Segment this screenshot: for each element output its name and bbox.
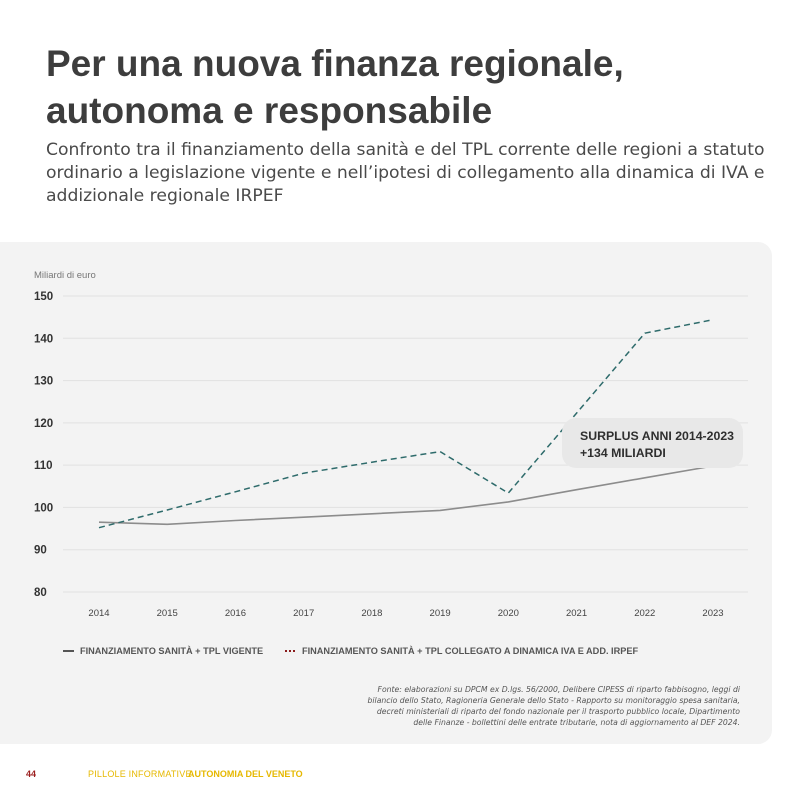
x-tick-label: 2023 [702,608,723,619]
title-line-1: Per una nuova finanza regionale, [46,43,624,84]
source-note: Fonte: elaborazioni su DPCM ex D.lgs. 56… [367,685,740,727]
legend-label-vigente: FINANZIAMENTO SANITÀ + TPL VIGENTE [80,646,264,656]
y-tick-label: 80 [34,587,47,599]
chart-panel [0,242,772,744]
series-line-vigente [98,465,714,526]
series-line-collegato [98,318,714,529]
y-axis-label: Miliardi di euro [34,270,96,281]
page-number: 44 [26,769,37,779]
x-tick-label: 2018 [361,608,382,619]
legend-label-collegato: FINANZIAMENTO SANITÀ + TPL COLLEGATO A D… [302,646,639,656]
footer-brand: AUTONOMIA DEL VENETO [188,769,303,779]
annotation-line-1: SURPLUS ANNI 2014-2023 [580,429,734,443]
annotation-line-2: +134 MILIARDI [580,446,666,460]
x-tick-label: 2019 [430,608,451,619]
y-tick-label: 120 [34,418,53,430]
x-tick-labels: 2014 2015 2016 2017 2018 2019 2020 2021 2022 2023 [88,608,723,619]
x-tick-label: 2014 [88,608,109,619]
footer: 44 PILLOLE INFORMATIVE AUTONOMIA DEL VEN… [0,769,800,781]
surplus-annotation: SURPLUS ANNI 2014-2023 +134 MILIARDI [562,418,743,468]
y-tick-labels: 80 90 100 110 120 130 140 150 [34,291,53,599]
legend-item-collegato: FINANZIAMENTO SANITÀ + TPL COLLEGATO A D… [285,646,638,656]
footer-label: PILLOLE INFORMATIVE [88,769,192,779]
y-tick-label: 140 [34,333,53,345]
legend-item-vigente: FINANZIAMENTO SANITÀ + TPL VIGENTE [63,646,263,656]
y-tick-label: 90 [34,545,47,557]
page-subtitle: Confronto tra il finanziamento della san… [46,140,765,206]
x-tick-label: 2022 [634,608,655,619]
y-tick-label: 130 [34,376,53,388]
x-tick-label: 2016 [225,608,246,619]
y-tick-label: 110 [34,460,53,472]
title-line-2: autonoma e responsabile [46,90,493,131]
x-tick-label: 2017 [293,608,314,619]
x-tick-label: 2020 [498,608,519,619]
x-tick-label: 2015 [157,608,178,619]
y-tick-label: 100 [34,502,53,514]
y-tick-label: 150 [34,291,53,303]
x-tick-label: 2021 [566,608,587,619]
page-title: Per una nuova finanza regionale, autonom… [46,40,766,134]
legend-swatch-solid [63,650,74,652]
legend-swatch-dotted [285,650,296,652]
